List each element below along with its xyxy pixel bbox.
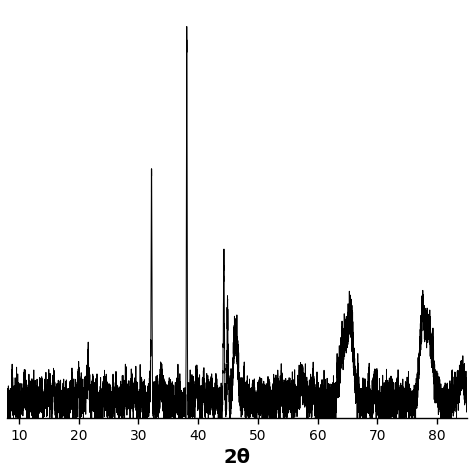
X-axis label: 2θ: 2θ	[224, 448, 250, 467]
